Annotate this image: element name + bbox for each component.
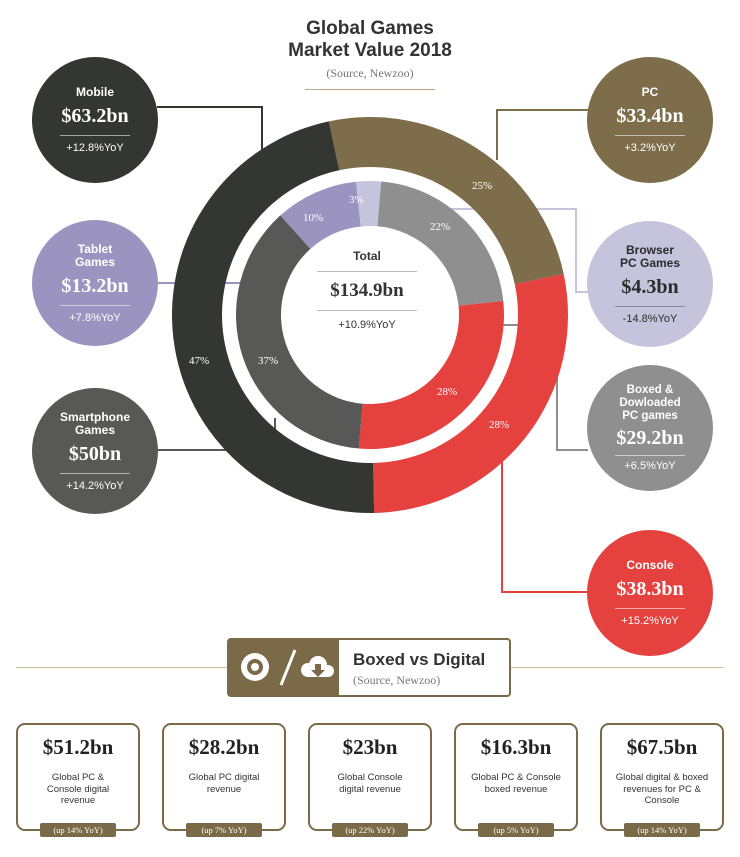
- card-description: Global PC & Console digital revenue: [46, 772, 110, 806]
- inner-slice-console: [358, 300, 504, 449]
- inner-slice-browser-pc-games: [355, 181, 382, 227]
- bubble-console: Console $38.3bn +15.2%YoY: [587, 530, 713, 656]
- total-label: Total: [353, 249, 381, 263]
- pct-label-tablet: 10%: [303, 212, 324, 224]
- donut-rings: [171, 117, 568, 514]
- bubble-pc-name: PC: [641, 85, 659, 99]
- card-growth-tag: (up 22% YoY): [332, 823, 408, 837]
- section-source: (Source, Newzoo): [353, 673, 441, 687]
- bubble-tablet: Tablet Games $13.2bn +7.8%YoY: [32, 220, 158, 346]
- bubble-mobile-yoy: +12.8%YoY: [66, 142, 124, 154]
- total-value: $134.9bn: [317, 271, 417, 311]
- bubble-pc-yoy: +3.2%YoY: [624, 142, 676, 154]
- bubble-boxed-yoy: +6.5%YoY: [624, 460, 676, 472]
- card-growth-tag: (up 7% YoY): [186, 823, 262, 837]
- bubble-browser-yoy: -14.8%YoY: [622, 312, 678, 325]
- bubble-smartphone-yoy: +14.2%YoY: [66, 479, 124, 492]
- bubble-smartphone: Smartphone Games $50bn +14.2%YoY: [32, 388, 158, 514]
- chart-title-line-2: Market Value 2018: [288, 40, 452, 61]
- revenue-card: $67.5bn Global digital & boxed revenues …: [600, 723, 724, 837]
- total-yoy: +10.9%YoY: [338, 319, 396, 331]
- bubble-mobile-name: Mobile: [76, 85, 114, 99]
- divider-left: [16, 667, 227, 668]
- bubble-boxed-name: Boxed & Dowloaded PC games: [619, 384, 681, 422]
- outer-slice-pc: [328, 117, 564, 285]
- card-description: Global PC digital revenue: [188, 772, 260, 795]
- chart-title-block: Global Games Market Value 2018 (Source, …: [220, 18, 520, 90]
- inner-slice-smartphone-games: [235, 215, 363, 449]
- bubble-mobile-value: $63.2bn: [60, 105, 130, 136]
- disc-and-download-icon: [241, 649, 334, 686]
- bubble-browser: Browser PC Games $4.3bn -14.8%YoY: [587, 221, 713, 347]
- title-rule: [305, 89, 435, 90]
- connector-mobile: [157, 106, 263, 155]
- outer-slice-mobile: [171, 121, 375, 514]
- card-description: Global Console digital revenue: [337, 772, 403, 795]
- bubble-tablet-yoy: +7.8%YoY: [69, 311, 121, 324]
- total-center: Total $134.9bn +10.9%YoY: [282, 249, 452, 379]
- bubble-console-yoy: +15.2%YoY: [621, 615, 679, 627]
- card-description: Global PC & Console boxed revenue: [471, 772, 561, 795]
- pct-label-smartphone: 37%: [258, 355, 279, 367]
- market-donut-chart: [157, 106, 588, 593]
- outer-slice-console: [373, 273, 568, 513]
- bubble-tablet-name: Tablet Games: [74, 241, 116, 269]
- divider-right: [509, 667, 724, 668]
- header-icon-box: [229, 640, 339, 695]
- revenue-card: $28.2bn Global PC digital revenue (up 7%…: [162, 723, 286, 837]
- chart-title-line-1: Global Games: [306, 18, 434, 39]
- card-growth-tag: (up 14% YoY): [624, 823, 700, 837]
- card-value: $28.2bn: [188, 735, 260, 759]
- bubble-boxed: Boxed & Dowloaded PC games $29.2bn +6.5%…: [587, 365, 713, 491]
- card-growth-tag: (up 5% YoY): [478, 823, 554, 837]
- boxed-vs-digital-header: Boxed vs Digital (Source, Newzoo): [227, 638, 511, 697]
- pct-label-mobile: 47%: [189, 355, 210, 367]
- bubble-mobile: Mobile $63.2bn +12.8%YoY: [32, 57, 158, 183]
- bubble-tablet-value: $13.2bn: [60, 275, 130, 306]
- bubble-browser-value: $4.3bn: [615, 276, 685, 307]
- bubble-console-name: Console: [626, 558, 674, 572]
- card-description: Global digital & boxed revenues for PC &…: [615, 772, 709, 806]
- bubble-smartphone-value: $50bn: [60, 443, 130, 474]
- connector-pc: [496, 109, 588, 160]
- bubble-pc-value: $33.4bn: [615, 105, 685, 136]
- card-value: $51.2bn: [42, 735, 114, 759]
- bubble-browser-name: Browser PC Games: [619, 242, 681, 270]
- bubble-pc: PC $33.4bn +3.2%YoY: [587, 57, 713, 183]
- inner-slice-boxed-dowloaded-pc-games: [377, 181, 504, 306]
- section-heading: Boxed vs Digital: [353, 650, 486, 669]
- pct-label-console-inner: 28%: [437, 386, 458, 398]
- pct-label-boxed: 22%: [430, 221, 451, 233]
- card-value: $16.3bn: [480, 735, 552, 759]
- connector-console: [501, 462, 588, 593]
- pct-label-console-outer: 28%: [489, 419, 510, 431]
- bubble-boxed-value: $29.2bn: [615, 427, 685, 456]
- inner-slice-tablet-games: [280, 181, 361, 249]
- pct-label-browser: 3%: [349, 194, 364, 206]
- revenue-card: $51.2bn Global PC & Console digital reve…: [16, 723, 140, 837]
- pct-label-pc: 25%: [472, 180, 493, 192]
- card-value: $67.5bn: [626, 735, 698, 759]
- revenue-card: $23bn Global Console digital revenue (up…: [308, 723, 432, 837]
- bubble-console-value: $38.3bn: [615, 578, 685, 609]
- card-growth-tag: (up 14% YoY): [40, 823, 116, 837]
- bubble-smartphone-name: Smartphone Games: [59, 409, 130, 437]
- card-value: $23bn: [342, 735, 398, 759]
- cloud-download-icon: [301, 656, 334, 677]
- revenue-card: $16.3bn Global PC & Console boxed revenu…: [454, 723, 578, 837]
- chart-source: (Source, Newzoo): [326, 66, 414, 80]
